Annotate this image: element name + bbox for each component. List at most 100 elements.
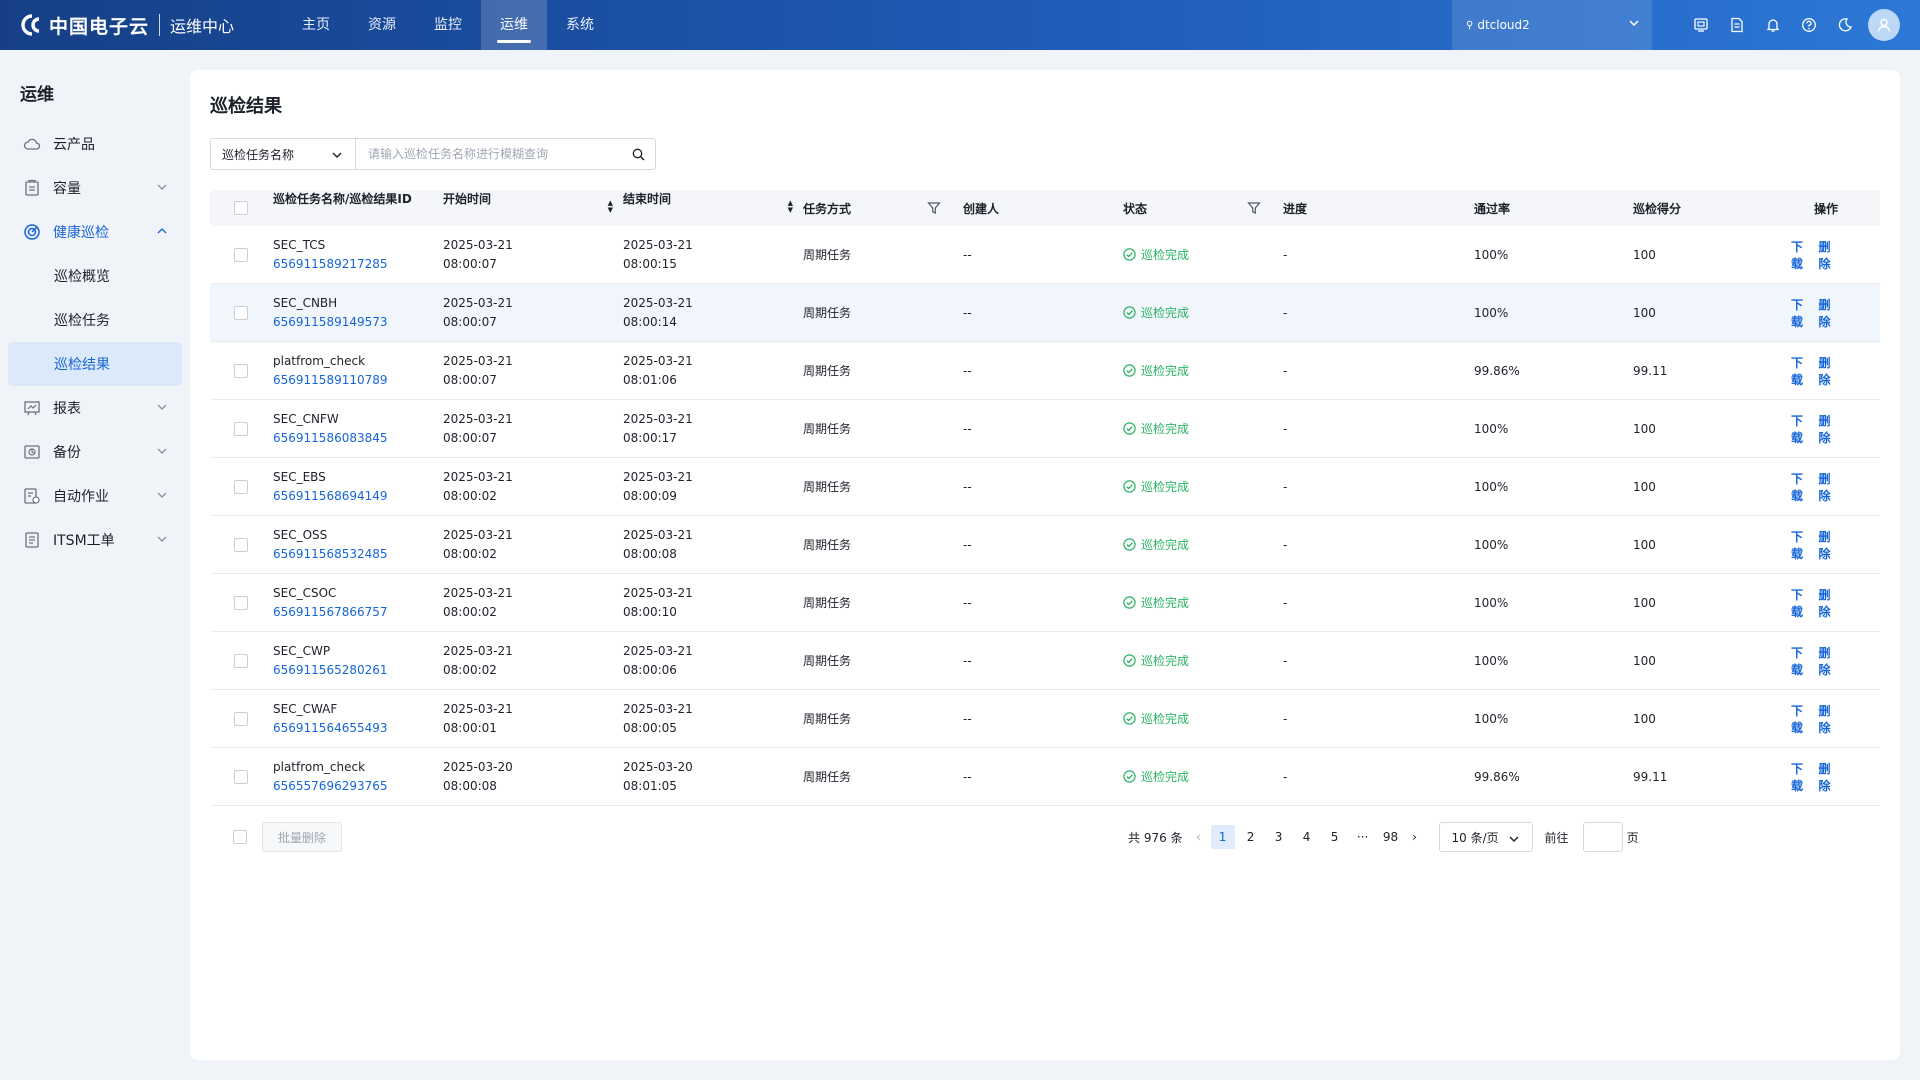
page-button[interactable]: 2: [1246, 830, 1255, 844]
delete-link[interactable]: 删除: [1818, 645, 1831, 677]
sidebar-item-check-overview[interactable]: 巡检概览: [8, 254, 182, 298]
result-id-link[interactable]: 656911564655493: [273, 721, 388, 735]
moon-icon[interactable]: [1827, 0, 1863, 50]
sidebar-item-health-check[interactable]: 健康巡检: [8, 210, 182, 254]
result-id-link[interactable]: 656557696293765: [273, 779, 388, 793]
result-id-link[interactable]: 656911586083845: [273, 431, 388, 445]
column-header-end-time[interactable]: 结束时间 ▲ ▼: [623, 190, 803, 226]
column-header-start-time[interactable]: 开始时间 ▲ ▼: [443, 190, 623, 226]
nav-monitor[interactable]: 监控: [434, 17, 462, 33]
task-name: SEC_CWAF: [273, 702, 338, 716]
row-checkbox[interactable]: [234, 247, 248, 262]
next-page-icon[interactable]: ›: [1412, 830, 1417, 844]
search-input[interactable]: [356, 139, 621, 169]
result-id-link[interactable]: 656911565280261: [273, 663, 388, 677]
page-button[interactable]: 3: [1274, 830, 1283, 844]
search-button[interactable]: [621, 139, 655, 169]
delete-link[interactable]: 删除: [1818, 471, 1831, 503]
search-field-select[interactable]: 巡检任务名称: [211, 139, 356, 169]
delete-link[interactable]: 删除: [1818, 761, 1831, 793]
row-checkbox[interactable]: [234, 363, 248, 378]
table-row[interactable]: SEC_EBS 656911568694149 2025-03-21 08:00:02…: [210, 458, 1880, 516]
sidebar-item-automation[interactable]: 自动作业: [8, 474, 182, 518]
delete-link[interactable]: 删除: [1818, 587, 1831, 619]
sidebar-item-reports[interactable]: 报表: [8, 386, 182, 430]
table-row[interactable]: SEC_OSS 656911568532485 2025-03-21 08:00:02…: [210, 516, 1880, 574]
start-time: 08:00:07: [443, 257, 497, 271]
sidebar-item-itsm[interactable]: ITSM工单: [8, 518, 182, 562]
row-checkbox[interactable]: [234, 769, 248, 784]
row-checkbox[interactable]: [234, 537, 248, 552]
filter-icon[interactable]: [1247, 201, 1261, 215]
table-row[interactable]: platfrom_check 656557696293765 2025-03-20 0…: [210, 748, 1880, 806]
batch-delete-button[interactable]: 批量删除: [262, 822, 342, 852]
table-row[interactable]: SEC_TCS 656911589217285 2025-03-21 08:00:07…: [210, 226, 1880, 284]
sort-icon[interactable]: ▲ ▼: [607, 199, 613, 214]
row-checkbox[interactable]: [234, 305, 248, 320]
goto-page-input[interactable]: [1582, 822, 1623, 852]
download-link[interactable]: 下载: [1791, 587, 1804, 619]
delete-link[interactable]: 删除: [1818, 355, 1831, 387]
document-icon[interactable]: [1719, 0, 1755, 50]
row-checkbox[interactable]: [234, 479, 248, 494]
download-link[interactable]: 下载: [1791, 355, 1804, 387]
bell-icon[interactable]: [1755, 0, 1791, 50]
screen-icon[interactable]: [1683, 0, 1719, 50]
nav-ops[interactable]: 运维: [481, 0, 547, 50]
task-name: SEC_EBS: [273, 470, 326, 484]
result-id-link[interactable]: 656911589149573: [273, 315, 388, 329]
filter-icon[interactable]: [927, 201, 941, 215]
result-id-link[interactable]: 656911567866757: [273, 605, 388, 619]
sidebar-item-check-tasks[interactable]: 巡检任务: [8, 298, 182, 342]
result-id-link[interactable]: 656911568694149: [273, 489, 388, 503]
delete-link[interactable]: 删除: [1818, 529, 1831, 561]
page-button[interactable]: 98: [1382, 830, 1399, 844]
download-link[interactable]: 下载: [1791, 239, 1804, 271]
sidebar-item-cloud-products[interactable]: 云产品: [8, 122, 182, 166]
start-date: 2025-03-21: [443, 586, 513, 600]
row-checkbox[interactable]: [234, 653, 248, 668]
table-row[interactable]: SEC_CWP 656911565280261 2025-03-21 08:00:02…: [210, 632, 1880, 690]
page-button[interactable]: 4: [1302, 830, 1311, 844]
download-link[interactable]: 下载: [1791, 297, 1804, 329]
row-checkbox[interactable]: [234, 421, 248, 436]
table-row[interactable]: SEC_CNFW 656911586083845 2025-03-21 08:00:0…: [210, 400, 1880, 458]
help-icon[interactable]: [1791, 0, 1827, 50]
avatar[interactable]: [1868, 9, 1900, 41]
page-button[interactable]: 5: [1330, 830, 1339, 844]
nav-resources[interactable]: 资源: [368, 17, 396, 33]
table-row[interactable]: SEC_CSOC 656911567866757 2025-03-21 08:00:0…: [210, 574, 1880, 632]
result-id-link[interactable]: 656911589217285: [273, 257, 388, 271]
prev-page-icon[interactable]: ‹: [1196, 830, 1201, 844]
result-id-link[interactable]: 656911568532485: [273, 547, 388, 561]
download-link[interactable]: 下载: [1791, 471, 1804, 503]
delete-link[interactable]: 删除: [1818, 413, 1831, 445]
row-checkbox[interactable]: [234, 711, 248, 726]
select-all-checkbox[interactable]: [234, 201, 248, 215]
nav-home[interactable]: 主页: [302, 17, 330, 33]
sidebar-item-capacity[interactable]: 容量: [8, 166, 182, 210]
more-pages-button[interactable]: ···: [1356, 830, 1369, 844]
delete-link[interactable]: 删除: [1818, 297, 1831, 329]
brand-logo[interactable]: 中国电子云 运维中心: [19, 13, 234, 38]
page-size-select[interactable]: 10 条/页: [1438, 822, 1533, 852]
batch-select-checkbox[interactable]: [233, 830, 247, 844]
result-id-link[interactable]: 656911589110789: [273, 373, 388, 387]
download-link[interactable]: 下载: [1791, 413, 1804, 445]
nav-system[interactable]: 系统: [566, 17, 594, 33]
region-selector[interactable]: ⚲ dtcloud2: [1452, 0, 1652, 50]
delete-link[interactable]: 删除: [1818, 239, 1831, 271]
table-row[interactable]: platfrom_check 656911589110789 2025-03-21 0…: [210, 342, 1880, 400]
delete-link[interactable]: 删除: [1818, 703, 1831, 735]
row-checkbox[interactable]: [234, 595, 248, 610]
sidebar-item-backup[interactable]: 备份: [8, 430, 182, 474]
sort-icon[interactable]: ▲ ▼: [787, 199, 793, 214]
download-link[interactable]: 下载: [1791, 703, 1804, 735]
download-link[interactable]: 下载: [1791, 529, 1804, 561]
table-row[interactable]: SEC_CNBH 656911589149573 2025-03-21 08:00:0…: [210, 284, 1880, 342]
table-row[interactable]: SEC_CWAF 656911564655493 2025-03-21 08:00:0…: [210, 690, 1880, 748]
download-link[interactable]: 下载: [1791, 645, 1804, 677]
download-link[interactable]: 下载: [1791, 761, 1804, 793]
sidebar-item-check-results[interactable]: 巡检结果: [8, 342, 182, 386]
page-button[interactable]: 1: [1210, 825, 1235, 849]
